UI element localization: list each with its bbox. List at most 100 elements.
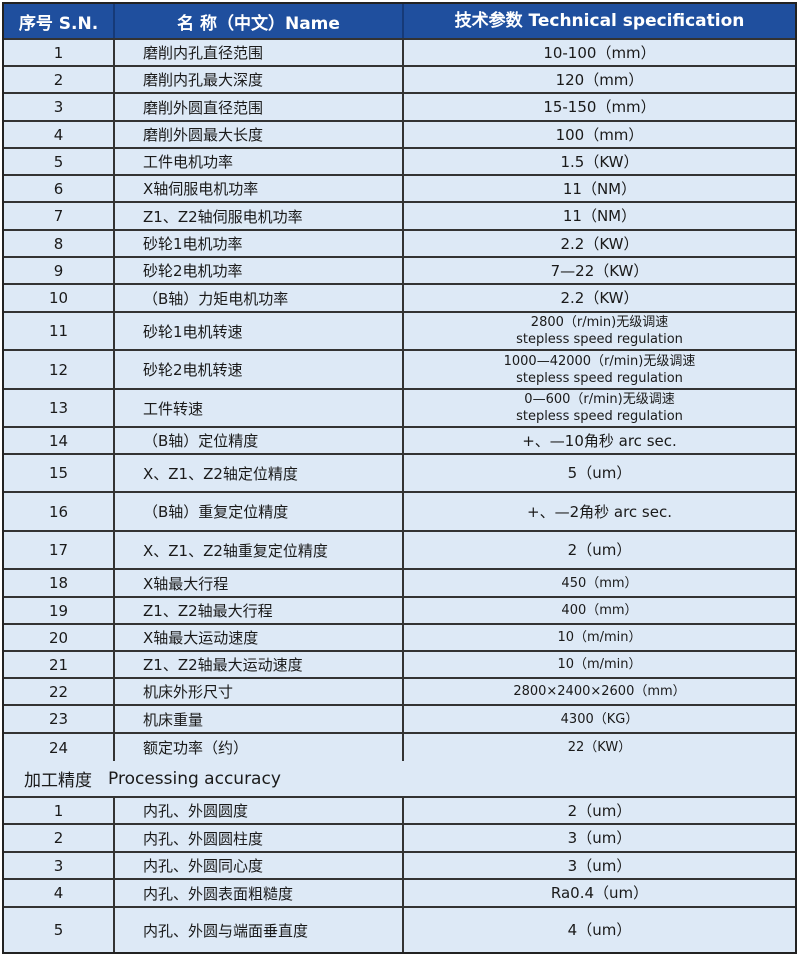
row-spec: 11（NM） [404, 176, 795, 201]
spec-line: 2（um） [567, 801, 632, 820]
row-sn: 11 [4, 313, 115, 349]
row-sn: 5 [4, 149, 115, 174]
row-sn: 18 [4, 570, 115, 596]
spec-line: 3（um） [567, 829, 632, 847]
spec-line: 11（NM） [562, 179, 637, 198]
table-row: 10 （B轴）力矩电机功率 2.2（KW） [4, 285, 795, 313]
spec-line: stepless speed regulation [516, 332, 683, 347]
table-row: 11 砂轮1电机转速 2800（r/min)无级调速 stepless speed r… [4, 313, 795, 351]
row-name: Z1、Z2轴最大运动速度 [115, 652, 404, 677]
spec-line: stepless speed regulation [516, 370, 683, 386]
row-spec: 10-100（mm） [404, 40, 795, 65]
spec-line: 120（mm） [555, 70, 644, 89]
row-sn: 12 [4, 351, 115, 388]
row-sn: 4 [4, 880, 115, 906]
spec-line: stepless speed regulation [516, 409, 683, 424]
row-spec: 4300（KG） [404, 706, 795, 732]
table-row: 13 工件转速 0—600（r/min)无级调速 stepless speed reg… [4, 390, 795, 428]
row-name: 砂轮1电机转速 [115, 313, 404, 349]
table-row: 3 内孔、外圆同心度 3（um） [4, 853, 795, 880]
row-name: 内孔、外圆表面粗糙度 [115, 880, 404, 906]
spec-line: 10（m/min） [557, 657, 642, 672]
row-spec: 1000—42000（r/min)无级调速 stepless speed regu… [404, 351, 795, 388]
table-row: 4 内孔、外圆表面粗糙度 Ra0.4（um） [4, 880, 795, 908]
table-row: 6 X轴伺服电机功率 11（NM） [4, 176, 795, 203]
row-name: 磨削内孔直径范围 [115, 40, 404, 65]
row-name: X轴最大运动速度 [115, 625, 404, 650]
table-row: 22 机床外形尺寸 2800×2400×2600（mm） [4, 679, 795, 706]
row-spec: +、—2角秒 arc sec. [404, 493, 795, 530]
row-sn: 3 [4, 94, 115, 120]
row-spec: 2.2（KW） [404, 285, 795, 311]
spec-line: 2.2（KW） [560, 289, 639, 307]
row-spec: 22（KW） [404, 734, 795, 761]
row-name: （B轴）定位精度 [115, 428, 404, 453]
row-spec: 3（um） [404, 825, 795, 851]
row-sn: 1 [4, 40, 115, 65]
row-name: 内孔、外圆圆柱度 [115, 825, 404, 851]
spec-line: 2.2（KW） [560, 234, 639, 253]
spec-line: 5（um） [567, 464, 632, 482]
table-row: 19 Z1、Z2轴最大行程 400（mm） [4, 598, 795, 625]
spec-line: 0—600（r/min)无级调速 [524, 392, 675, 407]
row-name: 磨削外圆直径范围 [115, 94, 404, 120]
row-name: 磨削内孔最大深度 [115, 67, 404, 92]
header-name: 名 称（中文）Name [115, 4, 404, 38]
spec-line: Ra0.4（um） [550, 884, 649, 902]
row-name: X、Z1、Z2轴定位精度 [115, 455, 404, 491]
row-name: 工件转速 [115, 390, 404, 426]
table-row: 14 （B轴）定位精度 +、—10角秒 arc sec. [4, 428, 795, 455]
row-spec: 2（um） [404, 798, 795, 823]
table-header: 序号 S.N. 名 称（中文）Name 技术参数 Technical speci… [4, 4, 795, 40]
row-name: 工件电机功率 [115, 149, 404, 174]
row-sn: 23 [4, 706, 115, 732]
table-row: 5 工件电机功率 1.5（KW） [4, 149, 795, 176]
row-spec: 10（m/min） [404, 625, 795, 650]
section-title-en: Processing accuracy [108, 768, 281, 789]
table-row: 9 砂轮2电机功率 7—22（KW） [4, 258, 795, 285]
row-spec: 100（mm） [404, 122, 795, 147]
table-row: 24 额定功率（约） 22（KW） [4, 734, 795, 761]
row-sn: 13 [4, 390, 115, 426]
spec-line: 1.5（KW） [560, 152, 639, 171]
row-spec: 7—22（KW） [404, 258, 795, 283]
accuracy-rows: 1 内孔、外圆圆度 2（um） 2 内孔、外圆圆柱度 3（um） 3 内孔、外圆同心度 3（um… [4, 798, 795, 952]
row-sn: 19 [4, 598, 115, 623]
row-name: 内孔、外圆与端面垂直度 [115, 908, 404, 952]
row-name: X轴伺服电机功率 [115, 176, 404, 201]
row-spec: 2（um） [404, 532, 795, 568]
row-spec: 5（um） [404, 455, 795, 491]
spec-line: 1000—42000（r/min)无级调速 [503, 353, 696, 369]
row-name: 内孔、外圆同心度 [115, 853, 404, 878]
row-sn: 7 [4, 203, 115, 229]
row-name: 内孔、外圆圆度 [115, 798, 404, 823]
row-name: 砂轮2电机功率 [115, 258, 404, 283]
table-row: 18 X轴最大行程 450（mm） [4, 570, 795, 598]
table-row: 8 砂轮1电机功率 2.2（KW） [4, 231, 795, 258]
spec-line: 10-100（mm） [543, 43, 656, 62]
table-row: 2 内孔、外圆圆柱度 3（um） [4, 825, 795, 853]
table-row: 7 Z1、Z2轴伺服电机功率 11（NM） [4, 203, 795, 231]
row-spec: 120（mm） [404, 67, 795, 92]
spec-line: 4（um） [567, 921, 632, 939]
row-name: 磨削外圆最大长度 [115, 122, 404, 147]
spec-line: 22（KW） [567, 740, 632, 755]
row-name: 机床外形尺寸 [115, 679, 404, 704]
row-name: 机床重量 [115, 706, 404, 732]
spec-rows: 1 磨削内孔直径范围 10-100（mm） 2 磨削内孔最大深度 120（mm） 3 磨削外圆… [4, 40, 795, 761]
header-sn: 序号 S.N. [4, 4, 115, 38]
row-sn: 4 [4, 122, 115, 147]
row-spec: 4（um） [404, 908, 795, 952]
row-sn: 5 [4, 908, 115, 952]
spec-line: +、—2角秒 arc sec. [527, 502, 672, 521]
row-spec: +、—10角秒 arc sec. [404, 428, 795, 453]
row-sn: 6 [4, 176, 115, 201]
row-sn: 9 [4, 258, 115, 283]
row-name: 砂轮2电机转速 [115, 351, 404, 388]
row-spec: 2800×2400×2600（mm） [404, 679, 795, 704]
table-row: 20 X轴最大运动速度 10（m/min） [4, 625, 795, 652]
row-sn: 3 [4, 853, 115, 878]
spec-line: 7—22（KW） [550, 261, 649, 280]
row-spec: 0—600（r/min)无级调速 stepless speed regulatio… [404, 390, 795, 426]
